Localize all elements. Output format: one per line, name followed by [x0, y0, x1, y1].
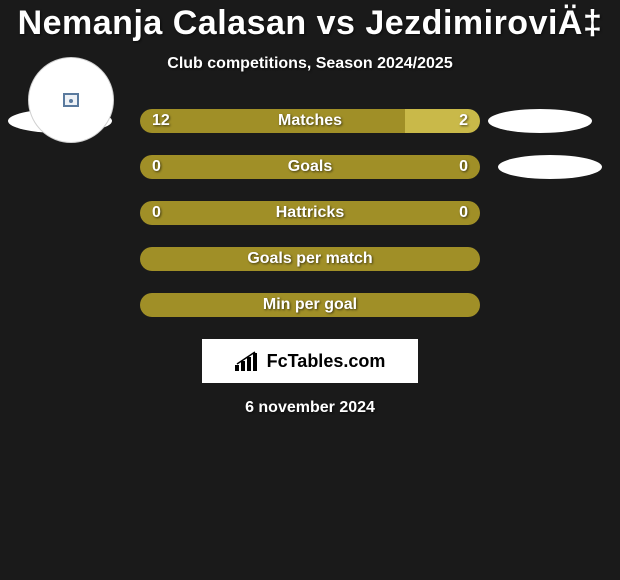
player-avatar-right	[498, 155, 602, 179]
stat-bar: Goals per match	[140, 247, 480, 271]
source-logo-text: FcTables.com	[267, 351, 386, 372]
stat-bar: 12 Matches 2	[140, 109, 480, 133]
stat-bar: 0 Hattricks 0	[140, 201, 480, 225]
player-avatar-right	[488, 109, 592, 133]
stat-row: Goals per match	[0, 247, 620, 271]
player-photo-left	[28, 57, 114, 143]
footer-date: 6 november 2024	[0, 399, 620, 417]
stat-row: 0 Goals 0	[0, 155, 620, 179]
stat-bar-left	[140, 201, 480, 225]
stat-row: 0 Hattricks 0	[0, 201, 620, 225]
stat-bar: Min per goal	[140, 293, 480, 317]
comparison-card: Nemanja Calasan vs JezdimiroviÄ‡ Club co…	[0, 0, 620, 417]
stat-bar-left	[140, 155, 480, 179]
page-title: Nemanja Calasan vs JezdimiroviÄ‡	[0, 4, 620, 43]
image-placeholder-icon	[63, 93, 79, 107]
stat-row: Min per goal	[0, 293, 620, 317]
stat-rows: 12 Matches 2 0 Goals 0 0 Hattricks	[0, 109, 620, 317]
stat-bar: 0 Goals 0	[140, 155, 480, 179]
chart-icon	[235, 351, 261, 371]
stat-bar-right	[405, 109, 480, 133]
stat-bar-left	[140, 109, 405, 133]
stat-bar-left	[140, 293, 480, 317]
source-logo: FcTables.com	[202, 339, 418, 383]
stat-bar-left	[140, 247, 480, 271]
